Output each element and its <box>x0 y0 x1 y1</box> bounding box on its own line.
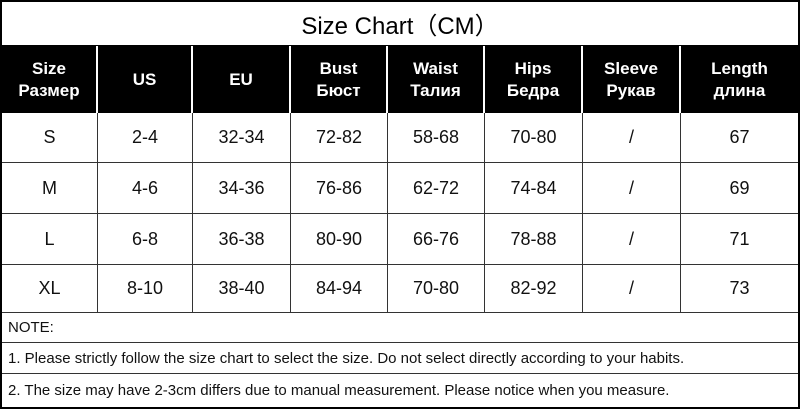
table-cell: 38-40 <box>193 265 291 313</box>
table-cell: 58-68 <box>388 113 485 163</box>
note-line: NOTE: <box>2 313 798 343</box>
table-cell: 32-34 <box>193 113 291 163</box>
table-cell: / <box>583 265 681 313</box>
table-cell: 84-94 <box>291 265 388 313</box>
table-cell: 67 <box>681 113 798 163</box>
table-cell: 76-86 <box>291 163 388 214</box>
header-cell: Size Размер <box>2 46 98 113</box>
table-cell: / <box>583 214 681 265</box>
table-cell: 70-80 <box>388 265 485 313</box>
table-cell: 69 <box>681 163 798 214</box>
table-cell: 2-4 <box>98 113 193 163</box>
header-text: Length <box>711 58 768 78</box>
table-cell: 78-88 <box>485 214 583 265</box>
header-text: Размер <box>18 80 80 100</box>
header-text: US <box>132 69 157 89</box>
header-cell: Length длина <box>681 46 798 113</box>
table-cell: 6-8 <box>98 214 193 265</box>
header-text: Size <box>31 58 67 78</box>
header-cell: Waist Талия <box>388 46 485 113</box>
header-text: Бюст <box>316 80 361 100</box>
header-cell: US <box>98 46 193 113</box>
header-text: Hips <box>514 58 552 78</box>
table-cell: 73 <box>681 265 798 313</box>
table-cell: 70-80 <box>485 113 583 163</box>
table-cell: 82-92 <box>485 265 583 313</box>
table-cell: 36-38 <box>193 214 291 265</box>
header-text: EU <box>229 69 253 89</box>
header-cell: Bust Бюст <box>291 46 388 113</box>
table-cell: 71 <box>681 214 798 265</box>
header-text: длина <box>713 80 766 100</box>
table-cell: 74-84 <box>485 163 583 214</box>
table-cell: 34-36 <box>193 163 291 214</box>
note-line: 2. The size may have 2-3cm differs due t… <box>8 382 670 399</box>
table-cell: 72-82 <box>291 113 388 163</box>
header-text: Waist <box>413 58 458 78</box>
header-cell: EU <box>193 46 291 113</box>
table-cell: / <box>583 113 681 163</box>
table-cell: M <box>2 163 98 214</box>
header-text: Бедра <box>506 80 560 100</box>
header-text: Sleeve <box>604 58 658 78</box>
table-cell: S <box>2 113 98 163</box>
header-text: Талия <box>410 80 461 100</box>
table-cell: 62-72 <box>388 163 485 214</box>
table-cell: 80-90 <box>291 214 388 265</box>
table-cell: L <box>2 214 98 265</box>
chart-title: Size Chart（CM） <box>2 2 798 46</box>
table-cell: XL <box>2 265 98 313</box>
note-line: 1. Please strictly follow the size chart… <box>2 343 798 374</box>
table-cell: 8-10 <box>98 265 193 313</box>
header-cell: Sleeve Рукав <box>583 46 681 113</box>
table-cell: 66-76 <box>388 214 485 265</box>
header-text: Рукав <box>606 80 656 100</box>
header-text: Bust <box>319 58 358 78</box>
header-cell: Hips Бедра <box>485 46 583 113</box>
table-cell: / <box>583 163 681 214</box>
table-cell: 4-6 <box>98 163 193 214</box>
